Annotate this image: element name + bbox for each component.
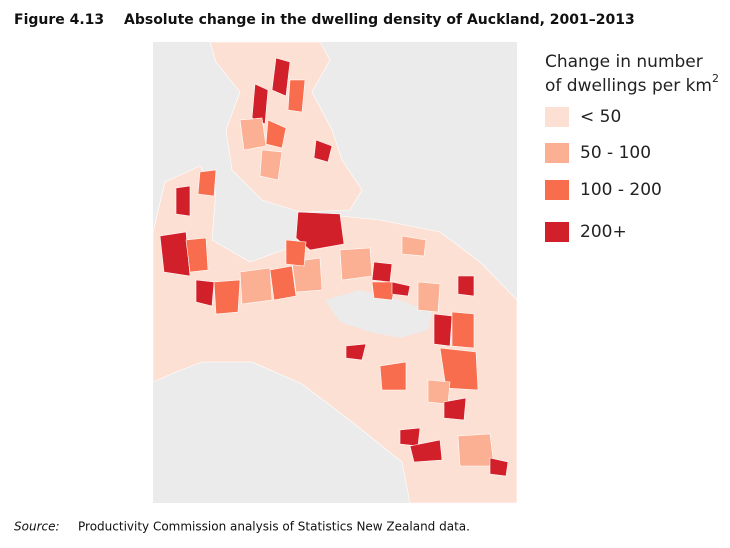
area (195, 279, 215, 307)
area (197, 169, 217, 197)
source-label: Source: (14, 520, 60, 534)
area (401, 235, 427, 257)
area (271, 57, 291, 97)
legend-label: 200+ (580, 222, 627, 242)
area (391, 281, 411, 297)
legend-title-line: of dwellings per km (545, 76, 712, 96)
water (325, 290, 432, 338)
area (457, 275, 475, 297)
legend-swatch (545, 180, 569, 200)
area (175, 185, 191, 217)
land (152, 165, 518, 504)
area (339, 247, 373, 281)
legend-label: < 50 (580, 107, 621, 127)
map-patches (159, 57, 509, 477)
figure-label: Figure 4.13 (14, 12, 104, 28)
area (269, 265, 297, 301)
area (265, 119, 287, 149)
area (251, 83, 269, 125)
area (295, 211, 345, 251)
legend-title: Change in number (545, 52, 703, 72)
area (489, 457, 509, 477)
map (152, 41, 518, 504)
land (209, 41, 363, 213)
area (285, 239, 307, 267)
area (371, 261, 393, 283)
legend-swatch (545, 107, 569, 127)
area (239, 117, 267, 151)
area (427, 379, 451, 405)
legend-items: < 50 50 - 100 100 - 200 200+ (545, 107, 662, 242)
area (313, 139, 333, 163)
area (443, 397, 467, 421)
area (451, 311, 475, 349)
legend-label: 50 - 100 (580, 143, 651, 163)
area (409, 439, 443, 463)
area (371, 281, 397, 301)
area (379, 361, 407, 391)
area (213, 279, 241, 315)
area (439, 347, 479, 391)
area (287, 79, 306, 113)
legend-swatch (545, 143, 569, 163)
area (433, 313, 453, 347)
area (185, 237, 209, 273)
legend-title-sup: 2 (712, 72, 719, 85)
area (291, 257, 323, 293)
area (345, 343, 367, 361)
area (259, 149, 283, 181)
area (417, 281, 441, 313)
area (239, 267, 273, 305)
source-text: Productivity Commission analysis of Stat… (78, 520, 470, 534)
legend-label: 100 - 200 (580, 180, 662, 200)
area (457, 433, 495, 467)
area (159, 231, 191, 277)
figure-title: Absolute change in the dwelling density … (124, 12, 635, 28)
legend-swatch (545, 222, 569, 242)
legend-title: of dwellings per km2 (545, 72, 719, 96)
legend: Change in number of dwellings per km2 < … (545, 52, 719, 242)
area (399, 427, 421, 447)
